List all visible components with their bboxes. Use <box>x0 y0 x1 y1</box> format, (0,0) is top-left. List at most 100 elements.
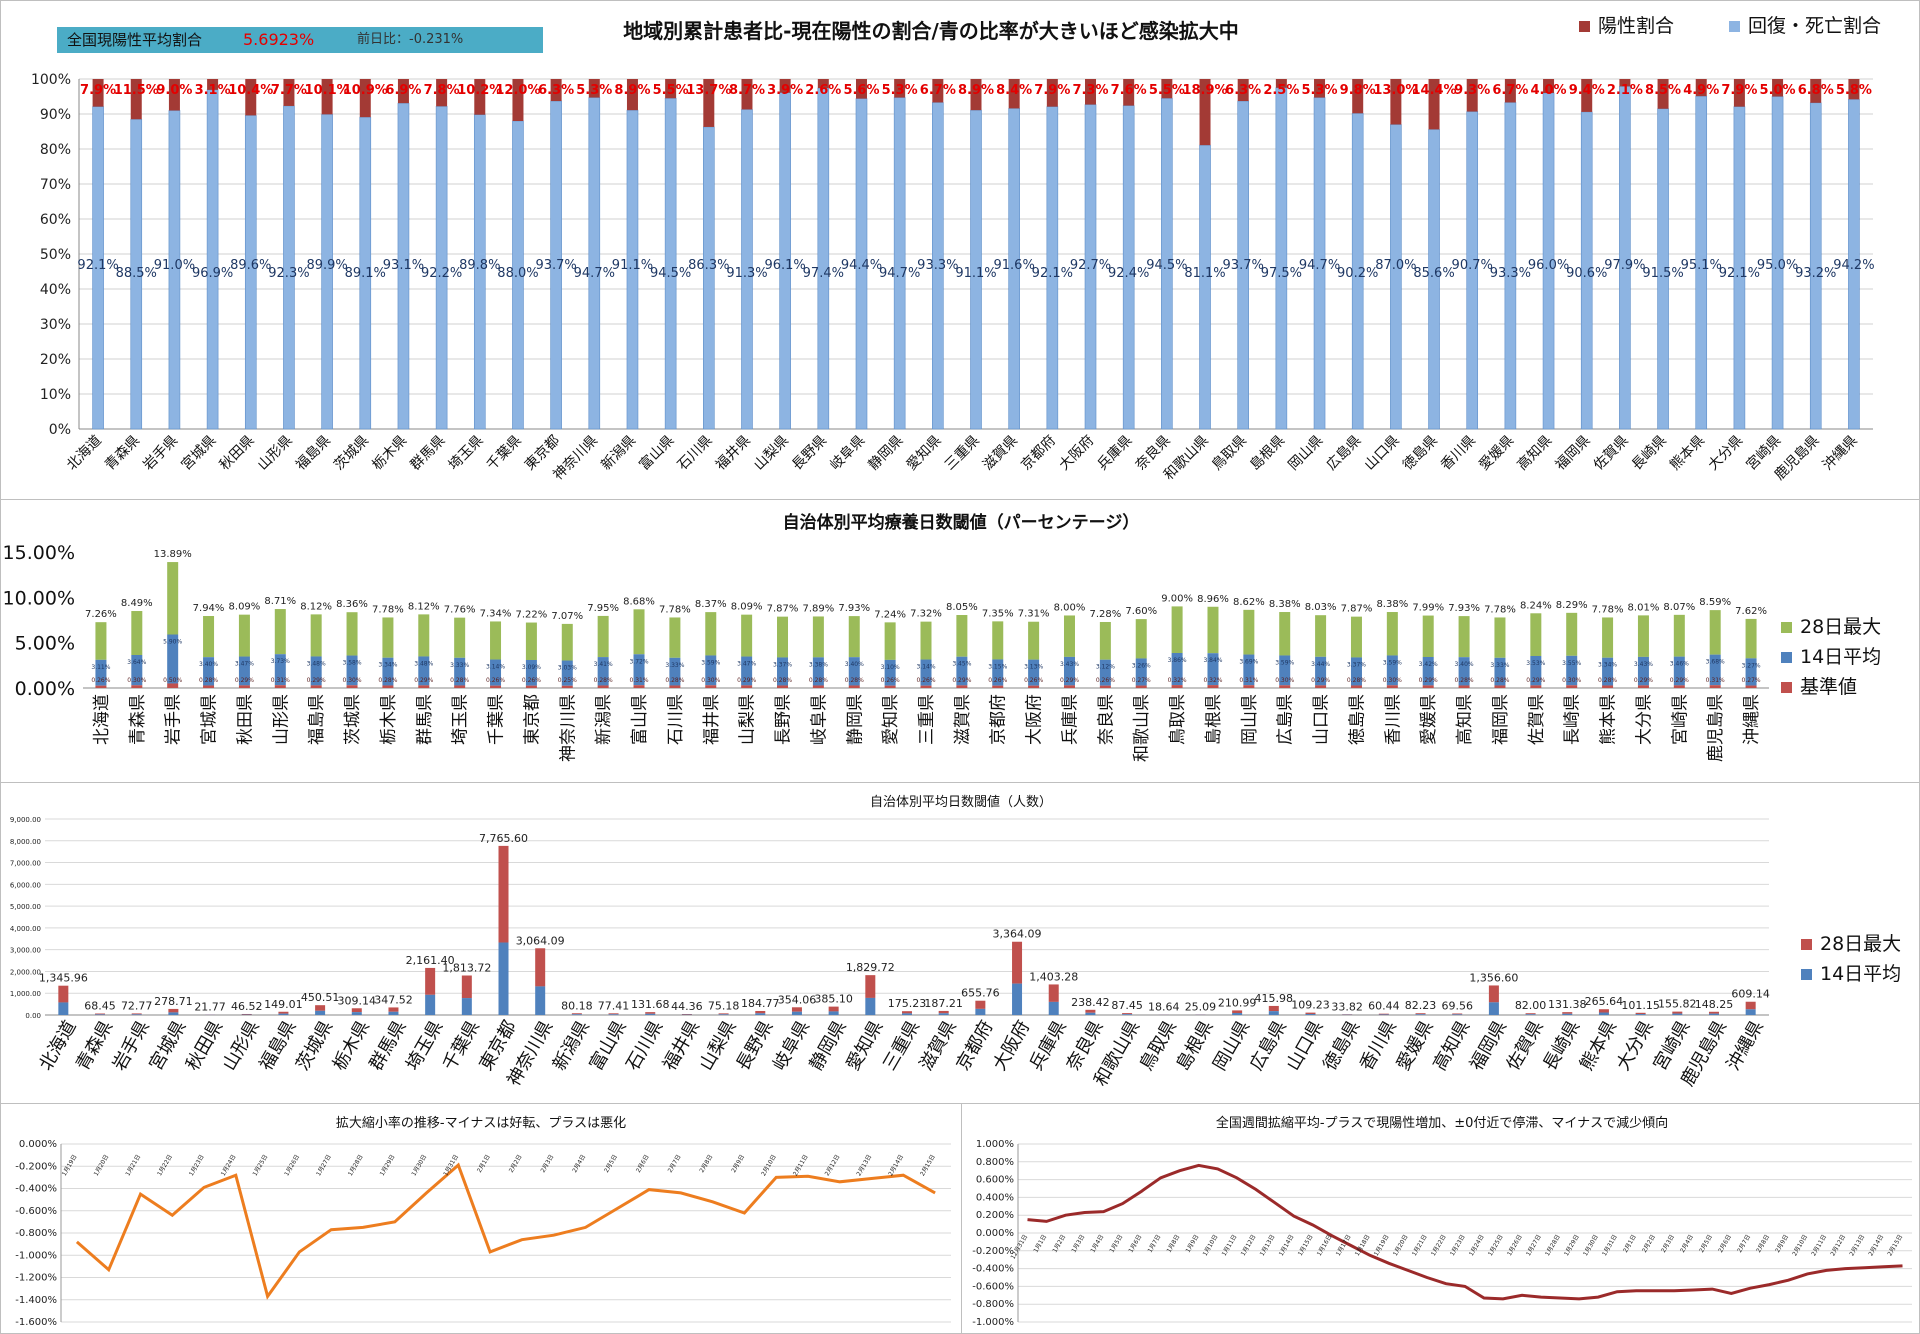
max28-data-label: 1,345.96 <box>39 972 88 985</box>
max28-data-label: 8.38% <box>1269 599 1301 610</box>
positive-bar <box>1581 79 1593 112</box>
avg14-data-label: 3.34% <box>378 662 397 669</box>
base-bar <box>956 685 968 688</box>
x-tick-label: 石川県 <box>675 433 716 474</box>
weekly-chart: 1.000% 0.800% 0.600% 0.400% 0.200% 0.000% -0.2… <box>972 1139 1912 1328</box>
avg14-bar <box>95 1014 106 1015</box>
x-tick-label: 1月14日 <box>1278 1234 1296 1258</box>
x-tick-label: 2月8日 <box>698 1154 714 1175</box>
recovered-data-label: 85.6% <box>1413 266 1454 281</box>
y-tick-label: 0.00% <box>15 678 75 700</box>
positive-data-label: 6.7% <box>1492 83 1528 98</box>
positive-data-label: 9.3% <box>1454 83 1490 98</box>
recovered-data-label: 92.3% <box>268 266 309 281</box>
y-tick-label: 1,000.00 <box>10 990 41 998</box>
recovered-bar <box>1199 144 1211 430</box>
positive-data-label: 6.8% <box>1798 83 1834 98</box>
avg14-bar <box>1268 1011 1279 1015</box>
avg14-data-label: 3.42% <box>1419 661 1438 668</box>
y-tick-label: -0.800% <box>972 1299 1014 1310</box>
x-tick-label: 愛媛県 <box>1419 694 1439 745</box>
base-bar <box>131 685 143 688</box>
base-bar <box>1135 685 1147 688</box>
positive-bar <box>817 79 829 89</box>
x-tick-label: 愛媛県 <box>1476 433 1517 474</box>
y-tick-label: -1.200% <box>15 1273 57 1284</box>
base-data-label: 0.28% <box>1598 677 1617 684</box>
recovered-data-label: 92.4% <box>1108 266 1149 281</box>
base-bar <box>454 685 466 688</box>
legend-label-recovered: 回復・死亡割合 <box>1748 15 1882 37</box>
recovered-data-label: 94.7% <box>1299 258 1340 273</box>
avg14-bar <box>1028 659 1040 686</box>
x-tick-label: 岩手県 <box>140 433 181 474</box>
positive-bar <box>321 79 333 115</box>
avg14-data-label: 3.59% <box>1275 659 1294 666</box>
x-tick-label: 2月2日 <box>508 1154 524 1175</box>
avg14-data-label: 3.84% <box>1203 657 1222 664</box>
avg14-bar <box>278 1013 289 1015</box>
max28-data-label: 7.62% <box>1735 606 1767 617</box>
avg14-bar <box>1207 653 1219 686</box>
avg14-bar <box>351 1012 362 1015</box>
max28-bar <box>315 1005 326 1011</box>
x-tick-label: 2月10日 <box>760 1154 778 1178</box>
avg14-bar <box>346 655 358 686</box>
positive-data-label: 9.0% <box>156 83 192 98</box>
x-tick-label: 秋田県 <box>217 433 258 474</box>
max28-data-label: 8.37% <box>695 599 727 610</box>
max28-bar <box>1243 609 1255 655</box>
x-tick-label: 奈良県 <box>1096 694 1116 745</box>
avg14-bar <box>865 997 876 1015</box>
max28-bar <box>812 616 824 658</box>
max28-bar <box>975 1000 986 1009</box>
y-tick-label: 0.000% <box>19 1139 57 1150</box>
max28-bar <box>1099 621 1111 660</box>
x-tick-label: 2月5日 <box>603 1154 619 1175</box>
max28-bar <box>238 614 250 657</box>
max28-data-label: 80.18 <box>561 999 593 1012</box>
recovered-data-label: 94.7% <box>574 266 615 281</box>
max28-data-label: 82.00 <box>1515 999 1547 1012</box>
recovered-data-label: 94.4% <box>841 258 882 273</box>
max28-data-label: 450.51 <box>301 991 340 1004</box>
percentage-chart-panel: 自治体別平均療養日数閾値（パーセンテージ） 28日最大 14日平均 基準値 0.… <box>0 499 1920 783</box>
positive-data-label: 7.8% <box>424 83 460 98</box>
recovered-bar <box>703 126 715 430</box>
avg14-bar <box>848 657 860 686</box>
max28-bar <box>167 562 179 635</box>
max28-bar <box>1458 616 1470 658</box>
x-tick-label: 2月11日 <box>1810 1234 1828 1258</box>
recovered-data-label: 93.3% <box>1490 266 1531 281</box>
x-tick-label: 高知県 <box>1514 432 1556 474</box>
y-tick-label: 2,000.00 <box>10 968 41 976</box>
positive-data-label: 7.9% <box>1721 83 1757 98</box>
positive-data-label: 8.7% <box>729 83 765 98</box>
series-line <box>75 1162 936 1300</box>
avg14-data-label: 3.47% <box>235 661 254 668</box>
avg14-bar <box>741 656 753 686</box>
y-tick-label: -0.400% <box>972 1264 1014 1275</box>
x-tick-label: 山形県 <box>271 694 291 745</box>
max28-data-label: 8.12% <box>300 601 332 612</box>
max28-data-label: 7.93% <box>838 603 870 614</box>
base-data-label: 0.29% <box>235 677 254 684</box>
x-tick-label: 徳島県 <box>1347 694 1367 745</box>
max28-data-label: 1,829.72 <box>846 961 895 974</box>
recovered-data-label: 92.1% <box>77 258 118 273</box>
positive-bar <box>1199 79 1211 146</box>
positive-bar <box>245 79 257 116</box>
legend-label-base: 基準値 <box>1800 676 1858 698</box>
avg14-bar <box>884 659 896 686</box>
base-bar <box>1243 685 1255 688</box>
positive-bar <box>92 79 104 107</box>
base-data-label: 0.28% <box>845 677 864 684</box>
max28-bar <box>525 622 537 660</box>
x-tick-label: 1月20日 <box>1392 1234 1410 1258</box>
x-tick-label: 新潟県 <box>598 433 639 474</box>
x-tick-label: 栃木県 <box>369 433 410 474</box>
avg14-data-label: 3.27% <box>1742 662 1761 669</box>
y-tick-label: -0.200% <box>972 1246 1014 1257</box>
y-tick-label: 8,000.00 <box>10 838 41 846</box>
y-tick-label: 1.000% <box>976 1139 1014 1150</box>
